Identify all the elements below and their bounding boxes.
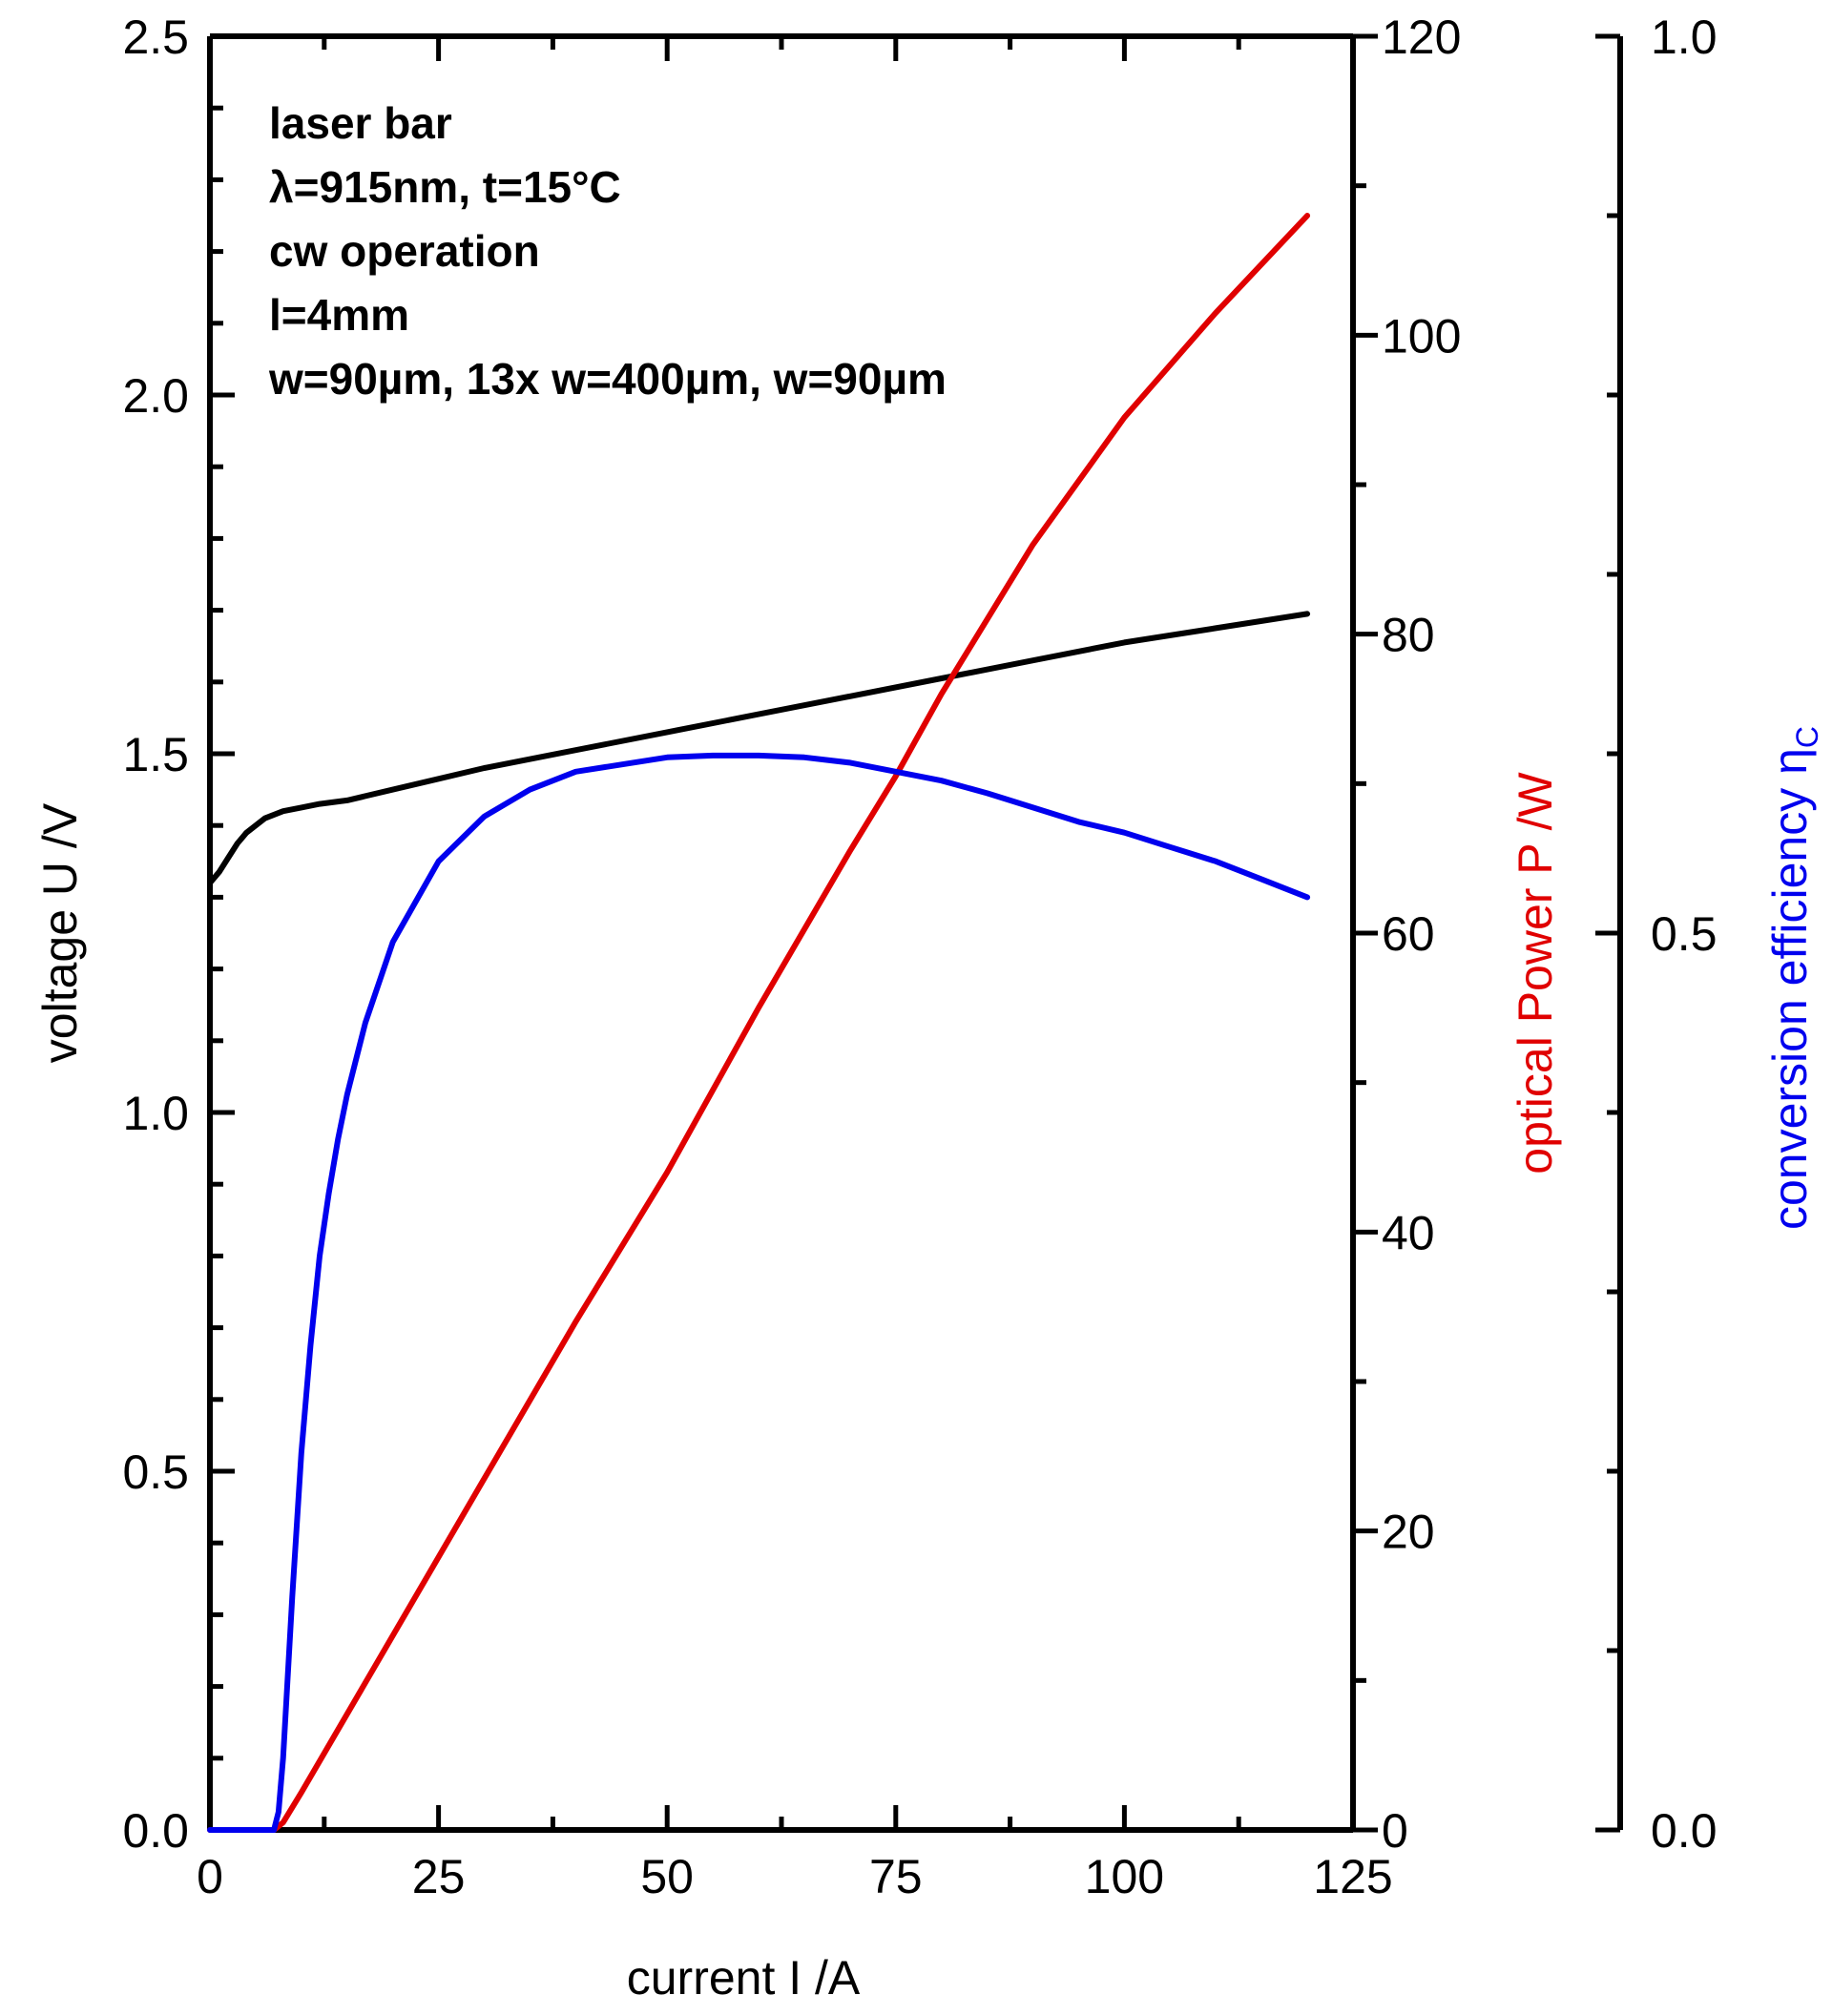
power-tick-label: 60	[1382, 907, 1435, 961]
voltage-tick-label: 2.0	[122, 369, 189, 423]
annotation-line: l=4mm	[269, 290, 409, 340]
annotation-line: laser bar	[269, 98, 452, 148]
x-tick-label: 50	[640, 1850, 694, 1903]
voltage-series-line	[207, 611, 1311, 886]
voltage-tick-label: 2.5	[122, 10, 189, 64]
x-tick-label: 75	[869, 1850, 923, 1903]
efficiency-tick-label: 1.0	[1651, 10, 1718, 64]
axis-tick-labels: 0 25 50 75 100 125 0.0 0.5 1.0 1.5 2.0 2.5 0 20 40 60 80…	[122, 10, 1717, 1903]
x-tick-label: 100	[1085, 1850, 1164, 1903]
power-tick-label: 120	[1382, 10, 1461, 64]
annotation-line: w=90µm, 13x w=400µm, w=90µm	[268, 354, 947, 404]
voltage-axis-title: voltage U /V	[33, 802, 87, 1063]
data-series	[207, 213, 1311, 1833]
efficiency-axis-title-main: conversion efficiency η	[1763, 748, 1817, 1230]
power-tick-label: 40	[1382, 1206, 1435, 1259]
voltage-tick-label: 0.5	[122, 1445, 189, 1499]
power-axis-title: optical Power P /W	[1509, 771, 1562, 1174]
power-series-line	[207, 213, 1311, 1833]
x-tick-label: 0	[197, 1850, 223, 1903]
x-axis-title: current I /A	[627, 1951, 861, 2005]
annotation-line: λ=915nm, t=15°C	[269, 162, 621, 212]
x-tick-label: 125	[1313, 1850, 1392, 1903]
axis-ticks	[207, 33, 1620, 1833]
voltage-tick-label: 1.0	[122, 1087, 189, 1140]
annotation-line: cw operation	[269, 226, 540, 276]
annotation-block: laser bar λ=915nm, t=15°C cw operation l=4m…	[268, 98, 947, 404]
voltage-tick-label: 1.5	[122, 728, 189, 781]
power-tick-label: 20	[1382, 1506, 1435, 1559]
power-tick-label: 80	[1382, 609, 1435, 662]
efficiency-series-line	[207, 752, 1311, 1833]
voltage-tick-label: 0.0	[122, 1804, 189, 1858]
efficiency-axis-title-subscript: C	[1790, 726, 1824, 748]
x-tick-label: 25	[412, 1850, 466, 1903]
power-tick-label: 100	[1382, 309, 1461, 363]
efficiency-axis-title: conversion efficiency ηC	[1763, 726, 1824, 1230]
efficiency-tick-label: 0.0	[1651, 1804, 1718, 1858]
power-tick-label: 0	[1382, 1804, 1408, 1858]
efficiency-tick-label: 0.5	[1651, 907, 1718, 961]
